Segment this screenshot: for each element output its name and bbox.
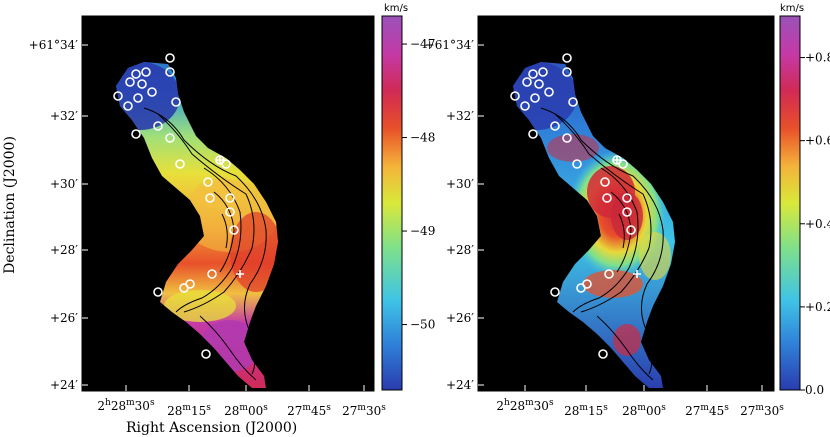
ra-tick-part: h xyxy=(504,398,510,408)
colorbar-tick-label: −48 xyxy=(410,131,435,145)
colorbar-tick-label: −47 xyxy=(410,37,435,51)
ra-tick-part: 27 xyxy=(342,404,357,418)
ra-tick-part: 45 xyxy=(709,404,724,418)
colorbar-tick-label: +0.8 xyxy=(805,51,830,65)
ra-tick-label: 27m45s xyxy=(287,403,331,418)
ra-tick-part: m xyxy=(357,403,366,413)
ra-tick-part: 30 xyxy=(534,399,549,413)
ra-tick-part: s xyxy=(206,403,211,413)
ra-tick-part: s xyxy=(381,403,386,413)
ra-tick-part: 45 xyxy=(311,404,326,418)
colorbar-tick-label: −50 xyxy=(410,318,435,332)
ra-tick-label: 28m00s xyxy=(622,403,666,418)
ra-tick-label: 2h28m30s xyxy=(97,398,155,413)
ra-tick-part: m xyxy=(302,403,311,413)
ra-tick-part: 28 xyxy=(167,404,182,418)
ra-tick-part: m xyxy=(525,398,534,408)
ra-tick-part: 28 xyxy=(564,404,579,418)
ra-tick-part: m xyxy=(239,403,248,413)
ra-tick-part: 30 xyxy=(366,404,381,418)
dec-tick-label: +32′ xyxy=(446,109,474,123)
ra-tick-part: h xyxy=(105,398,111,408)
ra-tick-part: 28 xyxy=(622,404,637,418)
right-markers xyxy=(510,53,641,359)
ra-tick-part: 27 xyxy=(287,404,302,418)
ra-tick-part: m xyxy=(755,403,764,413)
dec-tick-label: +24′ xyxy=(50,378,78,392)
right-colorbar-unit: km/s xyxy=(780,3,804,14)
ra-tick-part: s xyxy=(150,398,155,408)
ra-tick-part: s xyxy=(603,403,608,413)
ra-tick-label: 27m45s xyxy=(685,403,729,418)
ra-tick-part: m xyxy=(700,403,709,413)
ra-tick-part: 30 xyxy=(135,399,150,413)
ra-tick-part: 27 xyxy=(740,404,755,418)
dec-tick-label: +28′ xyxy=(50,243,78,257)
ra-tick-part: m xyxy=(126,398,135,408)
ra-tick-part: m xyxy=(579,403,588,413)
y-axis-title: Declination (J2000) xyxy=(2,136,18,274)
dec-tick-label: +61°34′ xyxy=(29,38,79,52)
left-colorbar: km/s −47 −48 −49 −50 xyxy=(381,3,435,391)
ra-tick-part: 28 xyxy=(111,399,126,413)
ra-tick-part: s xyxy=(779,403,784,413)
ra-tick-label: 28m15s xyxy=(564,403,608,418)
ra-tick-part: m xyxy=(182,403,191,413)
ra-tick-label: 28m15s xyxy=(167,403,211,418)
dec-tick-label: +26′ xyxy=(446,311,474,325)
ra-tick-part: 28 xyxy=(224,404,239,418)
ra-tick-part: s xyxy=(661,403,666,413)
colorbar-tick-label: +0.6 xyxy=(805,134,830,148)
right-panel xyxy=(477,15,775,392)
colorbar-tick-label: 0.0 xyxy=(805,383,824,397)
dec-tick-label: +30′ xyxy=(50,177,78,191)
colorbar-tick-label: +0.2 xyxy=(805,300,830,314)
ra-tick-part: s xyxy=(724,403,729,413)
ra-tick-label: 28m00s xyxy=(224,403,268,418)
dec-tick-label: +28′ xyxy=(446,243,474,257)
ra-tick-part: 00 xyxy=(646,404,661,418)
left-panel xyxy=(81,15,375,392)
ra-tick-part: s xyxy=(263,403,268,413)
ra-tick-part: 15 xyxy=(588,404,603,418)
left-markers xyxy=(113,53,244,359)
right-colorbar-gradient xyxy=(779,15,801,391)
ra-tick-part: 15 xyxy=(191,404,206,418)
y-axis-title-group: Declination (J2000) xyxy=(2,136,18,274)
left-colorbar-unit: km/s xyxy=(384,3,408,14)
ra-tick-label: 27m30s xyxy=(740,403,784,418)
right-map-frame xyxy=(477,15,775,392)
ra-tick-part: 30 xyxy=(764,404,779,418)
ra-tick-part: m xyxy=(637,403,646,413)
dec-tick-label: +30′ xyxy=(446,177,474,191)
dec-tick-label: +26′ xyxy=(50,311,78,325)
ra-tick-part: 2 xyxy=(496,399,504,413)
ra-tick-part: 2 xyxy=(97,399,105,413)
dec-tick-label: +24′ xyxy=(446,378,474,392)
ra-tick-part: 28 xyxy=(510,399,525,413)
dec-tick-label: +32′ xyxy=(50,109,78,123)
ra-tick-part: 27 xyxy=(685,404,700,418)
ra-tick-part: 00 xyxy=(248,404,263,418)
right-colorbar: km/s +0.8 +0.6 +0.4 +0.2 0.0 xyxy=(779,3,830,397)
x-axis-title: Right Ascension (J2000) xyxy=(126,420,297,436)
left-colorbar-gradient xyxy=(381,15,403,391)
ra-tick-label: 27m30s xyxy=(342,403,386,418)
colorbar-tick-label: −49 xyxy=(410,224,435,238)
dec-tick-label: +61°34′ xyxy=(425,38,475,52)
ra-tick-part: s xyxy=(326,403,331,413)
left-map-frame xyxy=(81,15,375,392)
colorbar-tick-label: +0.4 xyxy=(805,217,830,231)
ra-tick-label: 2h28m30s xyxy=(496,398,554,413)
ra-tick-part: s xyxy=(549,398,554,408)
